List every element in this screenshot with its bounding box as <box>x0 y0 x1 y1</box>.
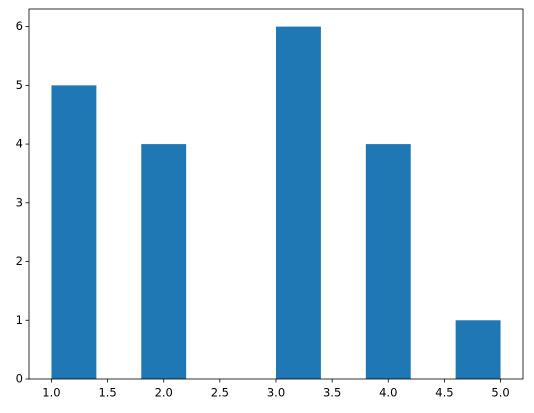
x-tick-label: 4.0 <box>379 386 397 400</box>
y-tick-label: 5 <box>16 78 23 92</box>
y-tick-label: 6 <box>16 19 23 33</box>
bar <box>141 144 187 379</box>
x-tick-label: 2.5 <box>211 386 229 400</box>
x-tick-label: 5.0 <box>491 386 509 400</box>
plot-frame <box>28 8 524 380</box>
y-tick-label: 2 <box>16 254 23 268</box>
x-tick-label: 3.0 <box>267 386 285 400</box>
x-tick-label: 2.0 <box>155 386 173 400</box>
x-tick-label: 4.5 <box>435 386 453 400</box>
y-tick-label: 3 <box>16 195 23 209</box>
bar <box>276 26 321 379</box>
bar <box>51 85 97 379</box>
y-tick-label: 0 <box>16 372 23 386</box>
y-tick-label: 4 <box>16 137 23 151</box>
x-tick-label: 1.0 <box>42 386 60 400</box>
bar <box>455 320 501 379</box>
bar <box>365 144 411 379</box>
x-tick-label: 3.5 <box>323 386 341 400</box>
x-tick-label: 1.5 <box>98 386 116 400</box>
y-tick-label: 1 <box>16 313 23 327</box>
